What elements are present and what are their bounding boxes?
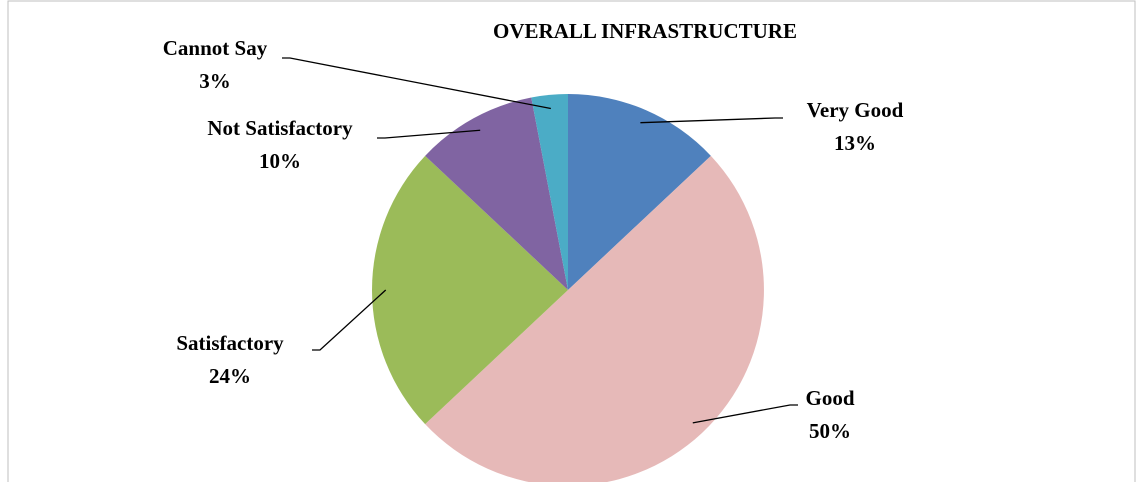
slice-label: Good xyxy=(805,386,854,410)
leader-line xyxy=(692,404,798,424)
leader-line xyxy=(640,117,783,124)
slice-label: Very Good xyxy=(807,98,904,122)
chart-title: OVERALL INFRASTRUCTURE xyxy=(493,19,797,43)
slice-value-label: 10% xyxy=(259,149,301,173)
pie-slice xyxy=(425,97,568,290)
pie-slice xyxy=(568,94,711,290)
slice-value-label: 24% xyxy=(209,364,251,388)
slice-value-label: 13% xyxy=(834,131,876,155)
slice-label: Not Satisfactory xyxy=(207,116,353,140)
leader-line xyxy=(282,57,551,110)
slice-value-label: 50% xyxy=(809,419,851,443)
pie-slice xyxy=(425,155,764,482)
slice-label: Cannot Say xyxy=(163,36,268,60)
pie-slice xyxy=(531,94,568,290)
leader-line xyxy=(312,289,387,351)
leader-line xyxy=(377,129,481,139)
slice-value-label: 3% xyxy=(199,69,231,93)
slice-label: Satisfactory xyxy=(176,331,284,355)
pie-slice xyxy=(371,155,568,425)
